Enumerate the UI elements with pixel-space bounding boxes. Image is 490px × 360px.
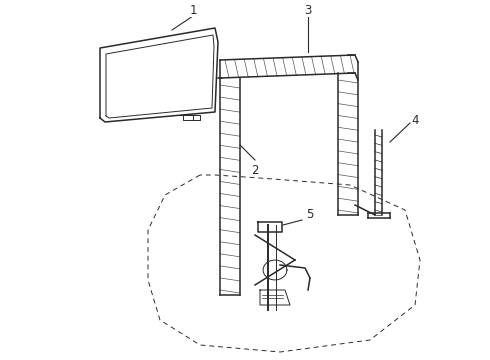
Text: 5: 5	[306, 208, 314, 221]
Text: 3: 3	[304, 4, 312, 17]
Text: 4: 4	[411, 113, 419, 126]
Text: 2: 2	[251, 163, 259, 176]
Text: 1: 1	[189, 4, 197, 17]
